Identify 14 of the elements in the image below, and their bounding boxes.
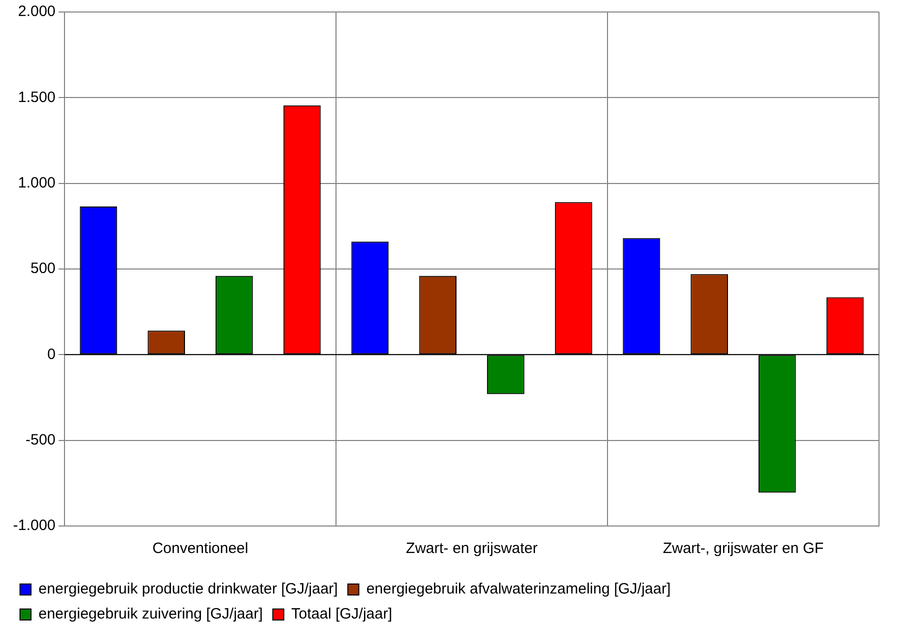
- x-tick-label: Zwart-, grijswater en GF: [662, 540, 824, 558]
- legend-label: energiegebruik afvalwaterinzameling [GJ/jaar]: [366, 580, 671, 598]
- legend-label: Totaal [GJ/jaar]: [291, 606, 392, 623]
- y-tick-label: 2.000: [18, 3, 56, 20]
- x-tick-label: Conventioneel: [152, 540, 248, 558]
- y-tick-label: 500: [30, 260, 56, 278]
- legend-label: energiegebruik productie drinkwater [GJ/jaar]: [38, 580, 338, 598]
- y-tick-label: -1.000: [12, 517, 56, 534]
- y-tick-label: 1.000: [18, 174, 56, 192]
- y-tick-label: -500: [26, 431, 56, 448]
- legend-label: energiegebruik zuivering [GJ/jaar]: [38, 606, 263, 623]
- y-tick-label: 0: [47, 346, 56, 363]
- y-tick-label: 1.500: [18, 88, 56, 106]
- x-tick-label: Zwart- en grijswater: [406, 540, 538, 558]
